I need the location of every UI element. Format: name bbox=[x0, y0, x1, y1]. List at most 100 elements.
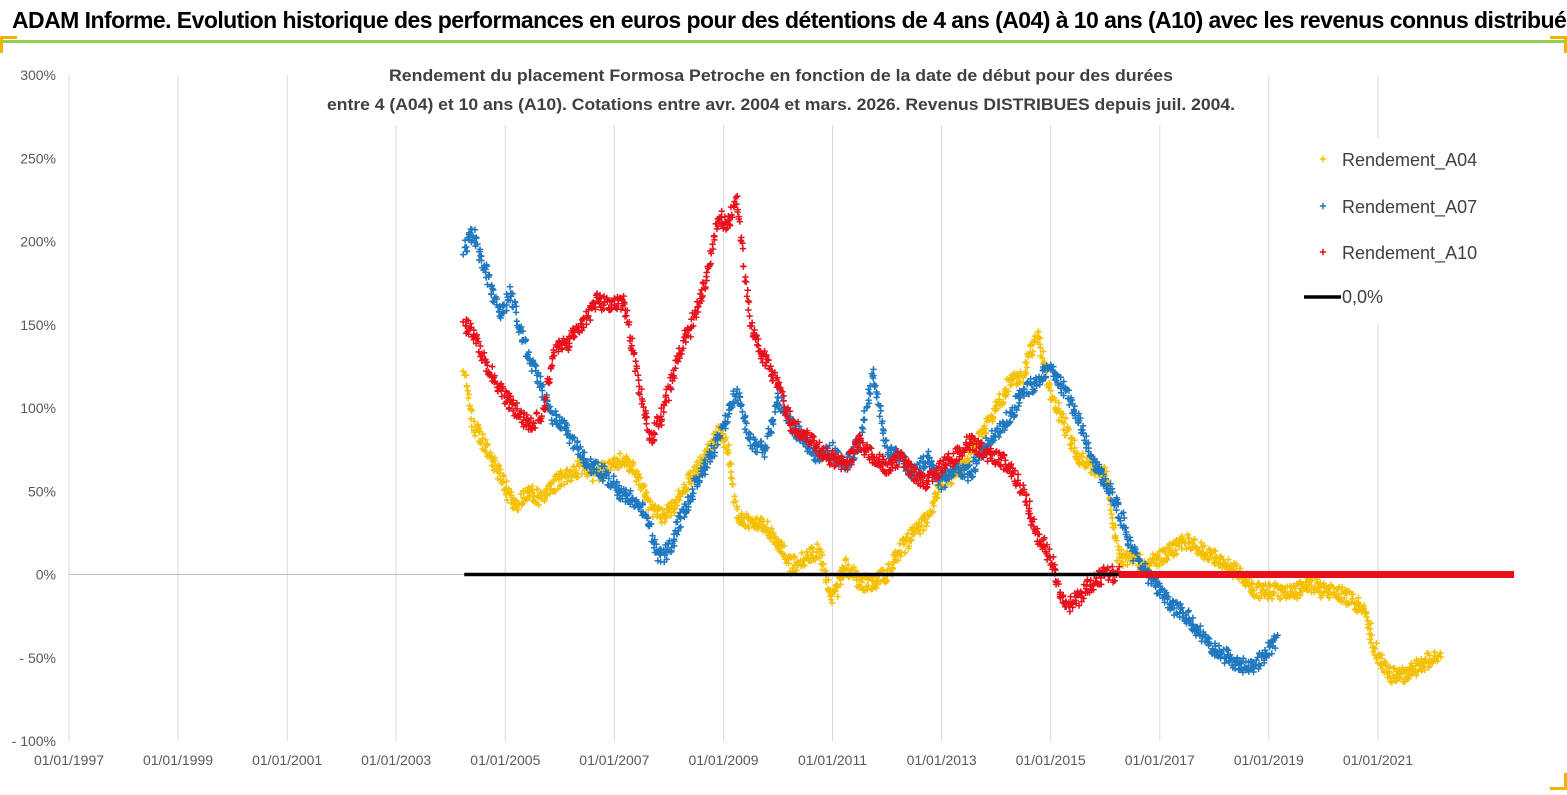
x-tick-label: 01/01/2021 bbox=[1343, 752, 1413, 768]
data-point-a07 bbox=[1108, 485, 1116, 492]
data-point-a07 bbox=[472, 235, 480, 242]
data-point-a07 bbox=[768, 429, 775, 437]
data-point-a07 bbox=[681, 513, 688, 521]
data-point-a04 bbox=[459, 368, 467, 375]
data-point-a04 bbox=[676, 496, 683, 504]
report-title: ADAM Informe. Evolution historique des p… bbox=[12, 7, 1567, 33]
data-point-a07 bbox=[1083, 432, 1090, 440]
data-point-a07 bbox=[1115, 514, 1122, 521]
data-point-a07 bbox=[1111, 502, 1118, 509]
data-point-a07 bbox=[1178, 604, 1186, 611]
data-point-a04 bbox=[889, 564, 896, 571]
data-point-a04 bbox=[873, 584, 880, 591]
data-point-a04 bbox=[476, 428, 483, 436]
data-point-a07 bbox=[1085, 448, 1092, 455]
data-point-a04 bbox=[768, 525, 775, 532]
data-point-a07 bbox=[964, 477, 972, 484]
data-point-a04 bbox=[1116, 554, 1123, 561]
data-point-a07 bbox=[1066, 401, 1073, 409]
data-point-a04 bbox=[1029, 348, 1037, 355]
y-axis: 300% 250% 200% 150% 100% 50% 0% - 50% - 100% bbox=[12, 67, 56, 749]
data-point-a04 bbox=[1378, 651, 1386, 659]
data-point-a07 bbox=[673, 531, 681, 538]
data-point-a07 bbox=[463, 247, 471, 255]
data-point-a07 bbox=[1060, 378, 1067, 385]
data-point-a04 bbox=[999, 398, 1007, 406]
data-point-a04 bbox=[844, 561, 852, 569]
data-point-a04 bbox=[589, 477, 596, 485]
data-point-a07 bbox=[670, 536, 678, 543]
data-point-a07 bbox=[1136, 557, 1144, 564]
data-point-a04 bbox=[491, 454, 498, 461]
data-point-a04 bbox=[535, 501, 542, 509]
data-point-a04 bbox=[1079, 450, 1087, 457]
data-point-a04 bbox=[1408, 660, 1415, 667]
data-point-a07 bbox=[1098, 476, 1106, 483]
data-point-a04 bbox=[825, 576, 832, 584]
data-point-a04 bbox=[560, 481, 568, 488]
data-point-a04 bbox=[1339, 583, 1346, 591]
data-point-a04 bbox=[1039, 355, 1046, 362]
data-point-a04 bbox=[570, 463, 578, 470]
data-point-a04 bbox=[1363, 613, 1370, 621]
data-point-a07 bbox=[601, 463, 608, 470]
data-point-a04 bbox=[1111, 521, 1119, 529]
data-point-a07 bbox=[941, 483, 949, 491]
data-point-a04 bbox=[1071, 436, 1078, 444]
data-point-a07 bbox=[706, 458, 714, 465]
data-point-a07 bbox=[594, 459, 602, 466]
data-point-a07 bbox=[938, 486, 945, 493]
data-point-a04 bbox=[1185, 539, 1193, 546]
data-point-a07 bbox=[478, 253, 485, 260]
data-point-a07 bbox=[519, 327, 527, 335]
data-point-a07 bbox=[566, 439, 573, 447]
data-point-a07 bbox=[690, 490, 697, 497]
data-point-a04 bbox=[1200, 542, 1208, 550]
data-point-a07 bbox=[1085, 439, 1092, 446]
data-point-a10 bbox=[695, 303, 702, 310]
data-point-a07 bbox=[539, 381, 547, 389]
data-point-a04 bbox=[1368, 632, 1375, 639]
data-point-a10 bbox=[1109, 563, 1116, 570]
data-point-a07 bbox=[1057, 373, 1064, 381]
legend-label: Rendement_A07 bbox=[1342, 197, 1477, 218]
x-tick-label: 01/01/1999 bbox=[143, 752, 213, 768]
legend-label: Rendement_A04 bbox=[1342, 150, 1477, 171]
data-point-a10 bbox=[753, 341, 761, 349]
data-point-a04 bbox=[850, 564, 857, 571]
data-point-a04 bbox=[1355, 594, 1362, 601]
data-point-a07 bbox=[1021, 386, 1028, 393]
data-point-a04 bbox=[814, 540, 821, 548]
data-point-a04 bbox=[722, 434, 729, 442]
data-point-a07 bbox=[644, 515, 652, 522]
data-point-a07 bbox=[972, 466, 979, 473]
x-tick-label: 01/01/2003 bbox=[361, 752, 431, 768]
x-tick-label: 01/01/2005 bbox=[470, 752, 540, 768]
data-point-a07 bbox=[689, 485, 696, 493]
data-point-a04 bbox=[1197, 539, 1205, 546]
data-point-a04 bbox=[683, 486, 691, 494]
data-point-a07 bbox=[1098, 466, 1106, 474]
data-point-a07 bbox=[928, 461, 935, 468]
x-tick-label: 01/01/2015 bbox=[1016, 752, 1086, 768]
data-point-a07 bbox=[739, 408, 746, 416]
data-point-a04 bbox=[764, 518, 771, 525]
data-point-a07 bbox=[753, 449, 761, 456]
data-point-a04 bbox=[754, 525, 762, 533]
data-point-a07 bbox=[714, 441, 721, 448]
data-point-a04 bbox=[1051, 397, 1059, 404]
y-tick-label: 300% bbox=[20, 67, 56, 83]
data-point-a07 bbox=[762, 445, 769, 452]
data-point-a04 bbox=[505, 485, 513, 492]
data-point-a10 bbox=[744, 287, 751, 294]
data-point-a04 bbox=[1337, 590, 1345, 597]
data-point-a10 bbox=[1020, 482, 1027, 489]
data-point-a04 bbox=[499, 479, 507, 486]
data-point-a04 bbox=[1023, 364, 1031, 371]
data-point-a07 bbox=[949, 471, 957, 479]
data-point-a04 bbox=[495, 461, 502, 469]
data-point-a07 bbox=[1017, 394, 1024, 402]
data-point-a10 bbox=[742, 278, 750, 286]
data-point-a07 bbox=[1120, 514, 1128, 522]
data-point-a07 bbox=[503, 301, 510, 309]
